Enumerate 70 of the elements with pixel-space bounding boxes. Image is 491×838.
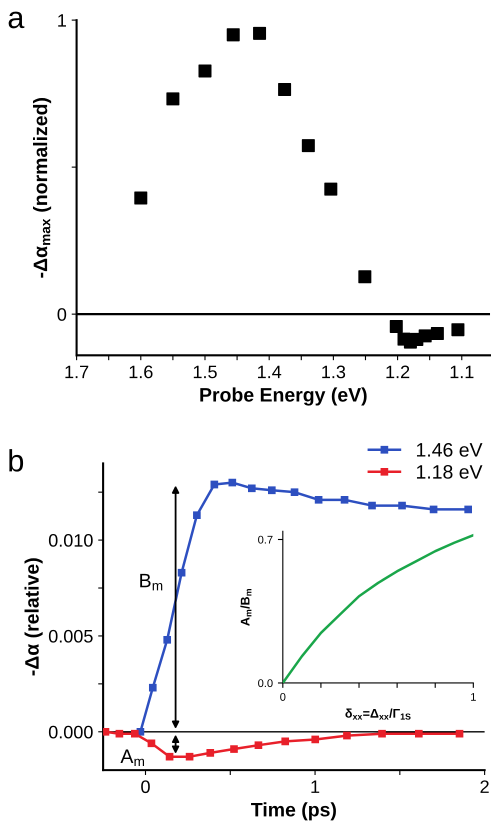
- legend-label: 1.46 eV: [416, 442, 482, 457]
- point: [116, 730, 124, 738]
- point: [166, 752, 174, 761]
- y-tick-label: 0.0: [258, 679, 273, 688]
- y-tick-label: 0.010: [48, 534, 93, 547]
- point: [148, 684, 157, 692]
- point: [206, 749, 214, 757]
- point: [163, 636, 172, 644]
- x-tick-label: 1.6: [130, 366, 153, 378]
- point: [281, 738, 290, 746]
- point: [248, 484, 256, 492]
- point: [230, 745, 238, 753]
- x-tick-label: 1.5: [194, 366, 217, 378]
- point: [324, 182, 338, 196]
- x-axis-title: Probe Energy (eV): [200, 387, 367, 406]
- x-tick-label: 2: [480, 780, 489, 793]
- point: [311, 736, 320, 744]
- point: [186, 752, 194, 761]
- x-axis-title: Time (ps): [251, 802, 336, 820]
- x-tick-label: 1.7: [65, 366, 88, 378]
- point: [134, 192, 148, 205]
- annotation: B$_{m}$: [140, 574, 162, 590]
- text: b: [9, 449, 24, 472]
- point: [290, 488, 298, 496]
- point: [430, 327, 444, 340]
- point: [358, 270, 372, 284]
- y-tick-label: 0.7: [258, 536, 273, 544]
- x-axis-title: δ$_{xx}$=Δ$_{xx}$/Γ$_{1S}$: [345, 708, 411, 720]
- x-tick-label: 1.1: [450, 366, 474, 378]
- point: [278, 83, 292, 96]
- point: [166, 92, 180, 106]
- legend-label: 1.18 eV: [416, 464, 482, 479]
- y-axis-title: -Δα (relative): [24, 558, 43, 676]
- annotation: A$_{m}$: [120, 750, 144, 766]
- x-tick-label: 1.3: [322, 366, 346, 378]
- point: [193, 511, 201, 519]
- point: [148, 739, 156, 748]
- point: [456, 730, 464, 738]
- point: [254, 741, 262, 750]
- point: [378, 730, 386, 738]
- point: [178, 568, 186, 576]
- point: [103, 728, 110, 736]
- x-tick-label: 1.2: [386, 366, 410, 378]
- point: [302, 139, 315, 152]
- point: [226, 28, 240, 42]
- point: [268, 486, 276, 494]
- point: [398, 502, 406, 510]
- point: [253, 26, 266, 40]
- point: [464, 506, 472, 514]
- point: [451, 323, 464, 336]
- point: [228, 478, 236, 486]
- y-tick-label: 0.005: [48, 630, 93, 643]
- y-axis-title: A$_{m}$/B$_{m}$: [240, 589, 252, 626]
- x-tick-label: 0: [141, 780, 150, 794]
- point: [430, 506, 438, 514]
- text: a: [8, 12, 24, 28]
- point: [415, 730, 423, 738]
- point: [418, 329, 432, 342]
- point: [343, 732, 351, 740]
- point: [368, 502, 376, 510]
- point: [390, 320, 403, 333]
- y-tick-label: 0.000: [48, 726, 93, 739]
- x-tick-label: 1.4: [258, 366, 282, 378]
- point: [210, 480, 218, 488]
- point: [131, 730, 139, 738]
- y-axis-title: -Δα$_{max}$ (normalized): [33, 98, 52, 278]
- point: [340, 496, 348, 504]
- x-tick-label: 1: [311, 780, 320, 793]
- point: [314, 496, 322, 504]
- point: [198, 64, 212, 78]
